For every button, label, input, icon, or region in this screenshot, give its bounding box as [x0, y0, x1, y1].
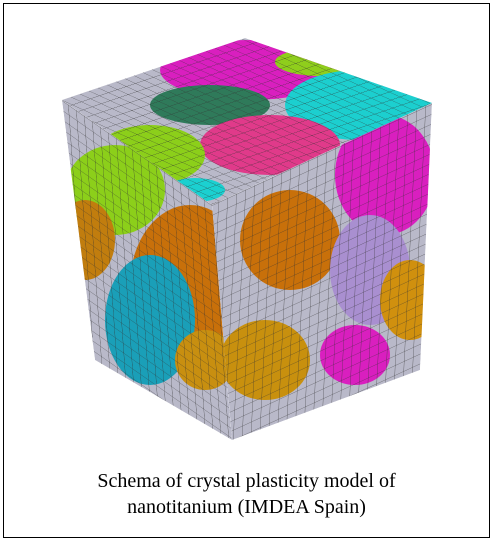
left-face — [62, 100, 232, 440]
caption: Schema of crystal plasticity model of na… — [3, 468, 490, 520]
figure-frame — [3, 3, 490, 538]
caption-line: Schema of crystal plasticity model of — [97, 470, 396, 492]
right-face — [212, 103, 432, 440]
caption-line: nanotitanium (IMDEA Spain) — [127, 496, 366, 518]
cube-rendering — [62, 38, 432, 440]
